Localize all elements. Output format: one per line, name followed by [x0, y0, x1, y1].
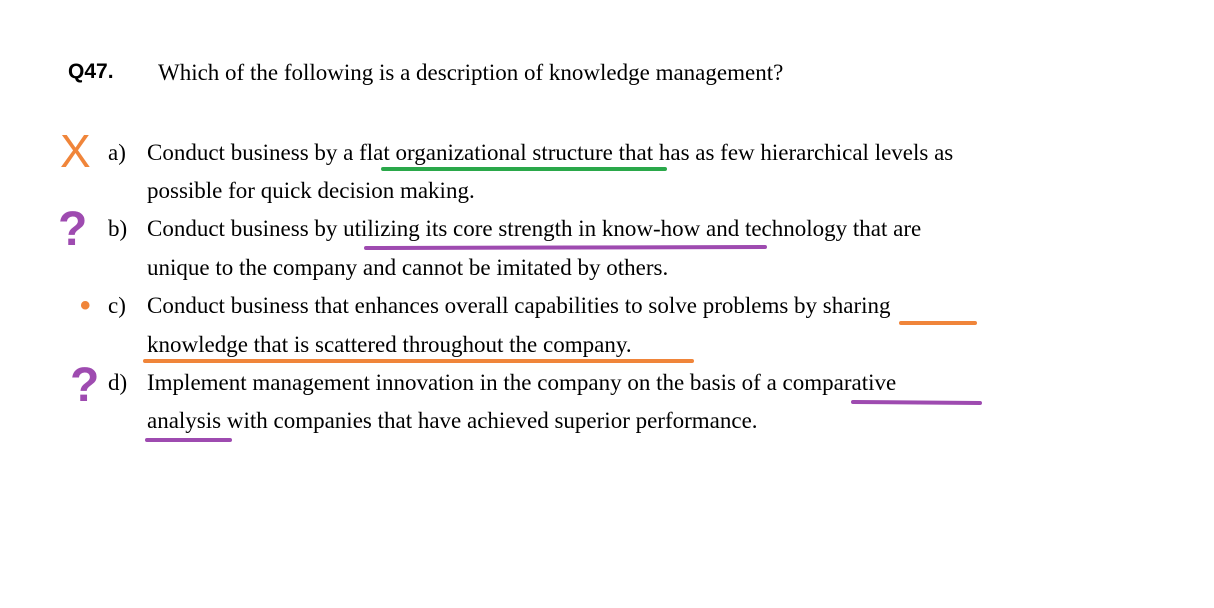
question-mark-icon: ? — [58, 203, 88, 256]
highlighted-phrase: sharing — [822, 293, 891, 318]
option-c-letter: c) — [108, 293, 126, 318]
highlighted-phrase: comparative — [782, 370, 897, 395]
highlighted-phrase: flat organizational structure — [359, 140, 613, 165]
option-a-line-1: Conduct business by a flat organizationa… — [147, 138, 953, 168]
option-text: Conduct business that enhances overall c… — [147, 293, 823, 318]
option-d-line-2: analysis with companies that have achiev… — [147, 406, 758, 436]
underline-b — [364, 245, 767, 250]
option-d-line-1: Implement management innovation in the c… — [147, 368, 896, 398]
option-text: Implement management innovation in the c… — [147, 370, 783, 395]
option-text: Conduct business by — [147, 216, 344, 241]
option-c-line-1: Conduct business that enhances overall c… — [147, 291, 891, 321]
highlighted-phrase: utilizing its core strength in know-how — [343, 216, 701, 241]
option-a-letter: a) — [108, 140, 126, 165]
question-number: Q47. — [68, 60, 114, 83]
option-text: with companies that have achieved superi… — [221, 408, 758, 433]
highlighted-phrase: analysis — [147, 408, 222, 433]
option-c-line-2: knowledge that is scattered throughout t… — [147, 330, 632, 360]
option-b-line-1: Conduct business by utilizing its core s… — [147, 214, 921, 244]
option-text: that has as few hierarchical levels as — [612, 140, 954, 165]
option-d-letter: d) — [108, 370, 128, 395]
cross-mark-icon: X — [60, 125, 91, 177]
option-b-letter: b) — [108, 216, 128, 241]
dot-mark-icon: • — [80, 289, 91, 322]
option-a-line-2: possible for quick decision making. — [147, 176, 475, 206]
option-text: Conduct business by a — [147, 140, 360, 165]
option-text: unique to the company and cannot be imit… — [147, 255, 669, 280]
option-text: possible for quick decision making. — [147, 178, 475, 203]
option-b-line-2: unique to the company and cannot be imit… — [147, 253, 668, 283]
underline-d1 — [851, 400, 982, 405]
question-mark-icon: ? — [70, 359, 100, 412]
question-text: Which of the following is a description … — [158, 60, 784, 85]
option-text: and technology that are — [700, 216, 922, 241]
highlighted-phrase: knowledge that is scattered throughout t… — [147, 332, 632, 357]
